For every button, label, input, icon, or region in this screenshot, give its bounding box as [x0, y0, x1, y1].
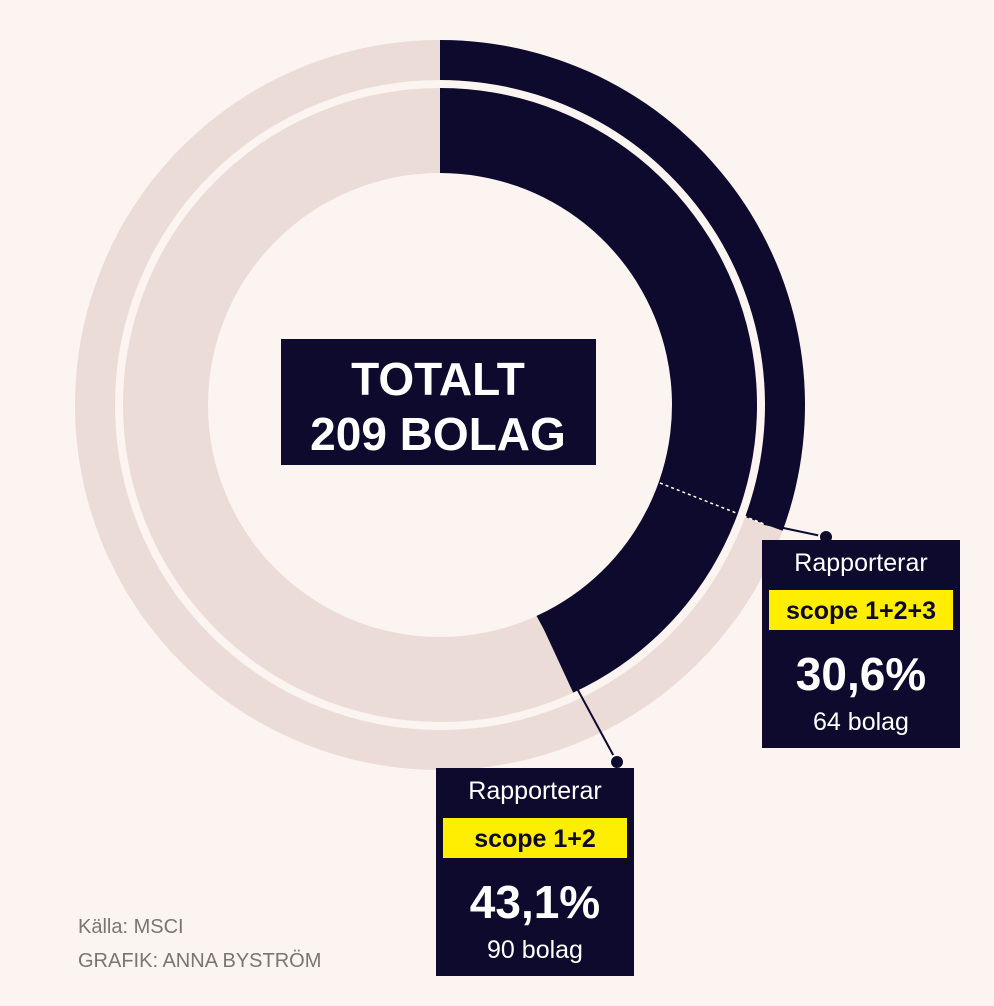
ring-segment [440, 87, 758, 693]
center-label: TOTALT [351, 353, 525, 405]
source: Källa: MSCI [78, 916, 184, 938]
credit: GRAFIK: ANNA BYSTRÖM [78, 950, 321, 972]
leader-dotted [659, 482, 765, 525]
center-box [281, 339, 596, 465]
callout-box [436, 768, 634, 976]
leader-line [763, 522, 827, 538]
callouts: Rapporterar scope 1+2+3 30,6% 64 bolag Rappo… [436, 482, 960, 976]
callout-highlight: scope 1+2+3 [786, 597, 936, 625]
callout-label: Rapporterar [794, 549, 927, 577]
highlight-box [443, 818, 627, 858]
ring-segment [440, 40, 805, 531]
count-label: 90 bolag [487, 936, 583, 964]
callout-label: Rapporterar [468, 777, 601, 805]
value-label: 30,6% [796, 648, 926, 700]
center-label: 209 BOLAG [310, 408, 566, 460]
value-label: 43,1% [470, 876, 600, 928]
leader-line [536, 615, 618, 763]
highlight-box [769, 590, 953, 630]
callout-box [762, 540, 960, 748]
count-label: 64 bolag [813, 708, 909, 736]
rings [75, 40, 805, 770]
leader-dot [609, 754, 625, 770]
callout-highlight: scope 1+2 [474, 825, 596, 853]
